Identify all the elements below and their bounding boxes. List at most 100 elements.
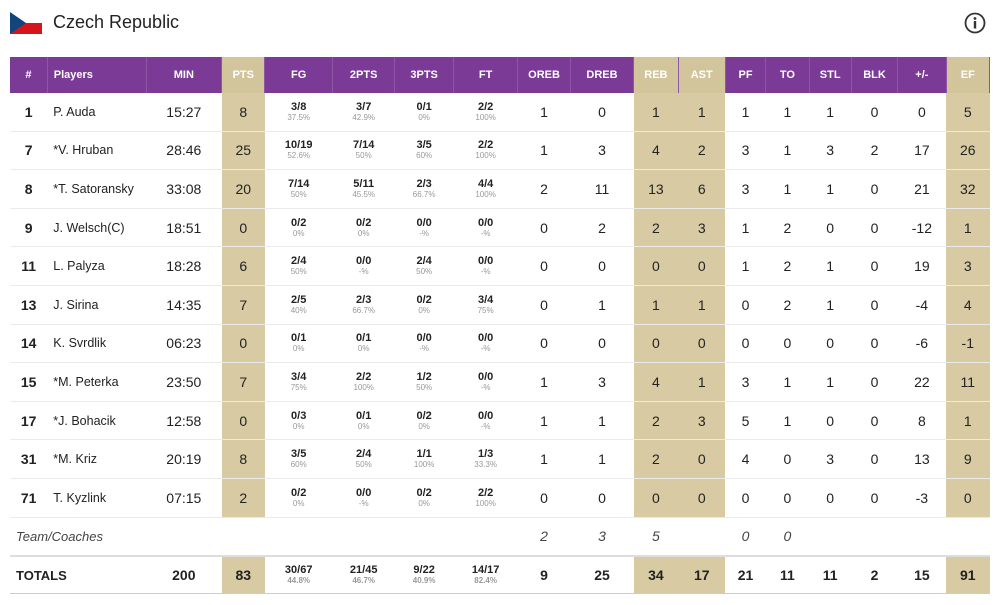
player-min: 20:19: [146, 439, 222, 479]
player-ef: -1: [946, 324, 990, 364]
col-header[interactable]: Players: [47, 57, 147, 93]
team-name: Czech Republic: [53, 12, 180, 32]
player-oreb: 1: [517, 439, 571, 479]
col-header[interactable]: FG: [264, 57, 333, 93]
totals-to: 11: [765, 555, 810, 595]
player-name[interactable]: P. Auda: [47, 93, 147, 132]
table-row: 13 J. Sirina 14:35 7 2/5 40% 2/3 66.7% 0/2 0% 3/4 7…: [10, 285, 990, 325]
flag-icon: [10, 12, 42, 34]
player-name[interactable]: *T. Satoransky: [47, 169, 147, 209]
player-oreb: 0: [517, 478, 571, 518]
player-dreb: 3: [570, 131, 634, 171]
player-3pts: 0/0 -%: [394, 324, 454, 364]
col-header[interactable]: DREB: [570, 57, 635, 93]
col-header[interactable]: TO: [765, 57, 810, 93]
table-row: 8 *T. Satoransky 33:08 20 7/14 50% 5/11 45.5% 2/…: [10, 169, 990, 209]
player-ef: 1: [946, 401, 990, 441]
player-stl: 1: [809, 362, 852, 402]
team-header: Czech Republic: [10, 8, 990, 40]
player-3pts: 2/3 66.7%: [394, 169, 454, 209]
player-3pts: 3/5 60%: [394, 131, 454, 171]
table-row: 14 K. Svrdlik 06:23 0 0/1 0% 0/1 0% 0/0 -% 0/0 -% 0 0…: [10, 324, 990, 364]
player-to: 0: [765, 439, 810, 479]
col-header[interactable]: PF: [725, 57, 767, 93]
player-stl: 1: [809, 246, 852, 286]
totals-ef: 91: [946, 555, 990, 595]
player-fg: 2/5 40%: [264, 285, 333, 325]
col-header[interactable]: OREB: [517, 57, 571, 93]
player-pf: 0: [725, 478, 766, 518]
player-name[interactable]: *V. Hruban: [47, 131, 147, 171]
player-2pts: 2/4 50%: [332, 439, 395, 479]
team-reb: 5: [633, 517, 679, 557]
player-plus-minus: -4: [897, 285, 947, 325]
player-pts: 0: [221, 401, 265, 441]
player-stl: 0: [809, 478, 852, 518]
player-name[interactable]: *M. Peterka: [47, 362, 147, 402]
player-pts: 0: [221, 324, 265, 364]
player-name[interactable]: K. Svrdlik: [47, 324, 147, 364]
player-blk: 0: [851, 285, 898, 325]
totals-oreb: 9: [517, 555, 571, 595]
player-name[interactable]: J. Welsch(C): [47, 208, 147, 248]
totals-fg: 30/67 44.8%: [264, 555, 333, 595]
player-plus-minus: 19: [897, 246, 947, 286]
player-name[interactable]: *J. Bohacik: [47, 401, 147, 441]
col-header[interactable]: MIN: [146, 57, 223, 93]
col-header[interactable]: 2PTS: [332, 57, 396, 93]
player-number: 13: [10, 285, 48, 325]
col-header[interactable]: PTS: [221, 57, 266, 93]
player-reb: 13: [633, 169, 679, 209]
player-pf: 1: [725, 208, 766, 248]
player-3pts: 0/2 0%: [394, 401, 454, 441]
player-2pts: 0/1 0%: [332, 401, 395, 441]
col-header[interactable]: +/-: [897, 57, 947, 93]
player-name[interactable]: J. Sirina: [47, 285, 147, 325]
player-name[interactable]: L. Palyza: [47, 246, 147, 286]
player-ast: 1: [678, 93, 726, 132]
player-pts: 8: [221, 439, 265, 479]
col-header[interactable]: REB: [633, 57, 679, 93]
info-icon[interactable]: [964, 12, 986, 34]
col-header[interactable]: AST: [678, 57, 726, 93]
col-header[interactable]: 3PTS: [394, 57, 454, 93]
player-dreb: 1: [570, 285, 634, 325]
col-header[interactable]: #: [10, 57, 48, 93]
col-header[interactable]: EF: [946, 57, 991, 93]
player-ast: 1: [678, 285, 726, 325]
totals-stl: 11: [809, 555, 852, 595]
player-reb: 4: [633, 131, 679, 171]
player-3pts: 1/2 50%: [394, 362, 454, 402]
table-row: 9 J. Welsch(C) 18:51 0 0/2 0% 0/2 0% 0/0 -% 0/0 -% 0…: [10, 208, 990, 248]
col-header[interactable]: STL: [809, 57, 852, 93]
player-ft: 1/3 33.3%: [453, 439, 518, 479]
player-name[interactable]: T. Kyzlink: [47, 478, 147, 518]
player-fg: 3/8 37.5%: [264, 93, 333, 132]
totals-row: TOTALS 200 83 30/67 44.8% 21/45 46.7% 9/22…: [10, 555, 990, 595]
player-pf: 3: [725, 362, 766, 402]
player-dreb: 2: [570, 208, 634, 248]
player-pf: 5: [725, 401, 766, 441]
totals-2pts: 21/45 46.7%: [332, 555, 395, 595]
player-plus-minus: 22: [897, 362, 947, 402]
player-stl: 3: [809, 131, 852, 171]
player-oreb: 0: [517, 324, 571, 364]
player-stl: 3: [809, 439, 852, 479]
player-pts: 8: [221, 93, 265, 132]
player-number: 11: [10, 246, 48, 286]
player-reb: 4: [633, 362, 679, 402]
player-reb: 2: [633, 208, 679, 248]
player-min: 18:51: [146, 208, 222, 248]
player-name[interactable]: *M. Kriz: [47, 439, 147, 479]
col-header[interactable]: FT: [453, 57, 519, 93]
player-number: 15: [10, 362, 48, 402]
player-oreb: 0: [517, 246, 571, 286]
player-blk: 0: [851, 362, 898, 402]
player-stl: 0: [809, 324, 852, 364]
player-oreb: 1: [517, 401, 571, 441]
player-min: 18:28: [146, 246, 222, 286]
player-number: 9: [10, 208, 48, 248]
player-to: 1: [765, 362, 810, 402]
player-oreb: 0: [517, 208, 571, 248]
col-header[interactable]: BLK: [851, 57, 899, 93]
